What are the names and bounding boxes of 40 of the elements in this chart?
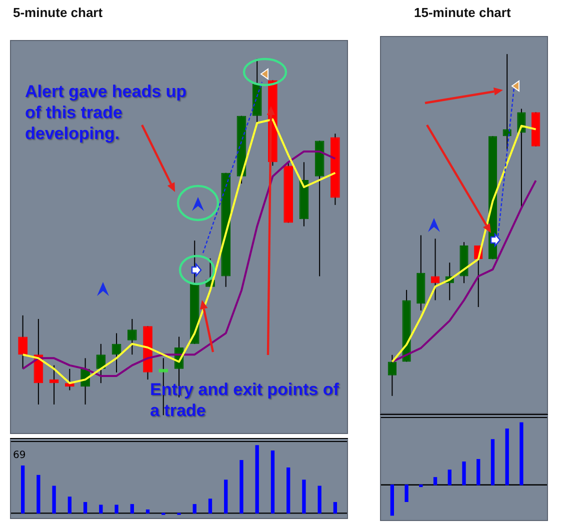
bar <box>476 459 480 486</box>
bar <box>333 502 338 514</box>
bar <box>20 465 25 514</box>
bar <box>240 460 244 514</box>
bar <box>83 502 88 514</box>
bar <box>36 474 40 514</box>
bar <box>302 480 306 514</box>
bar <box>146 509 150 514</box>
annotation: 69 <box>13 450 27 461</box>
bar <box>462 462 466 486</box>
bar <box>68 496 72 514</box>
candlestick <box>112 332 122 373</box>
chart-title: 15-minute chart <box>414 5 511 20</box>
bar <box>390 484 394 516</box>
bar <box>505 428 509 486</box>
bar <box>286 467 290 514</box>
chart-title: 5-minute chart <box>13 5 103 20</box>
bar <box>255 445 259 514</box>
bar <box>224 480 228 514</box>
bar <box>404 484 408 502</box>
bar <box>318 486 322 514</box>
annotation: Alert gave heads up of this trade developing. <box>25 81 188 144</box>
bar <box>99 504 103 514</box>
candlestick <box>64 368 74 391</box>
bar <box>114 504 118 514</box>
bar <box>419 484 423 488</box>
bar <box>520 422 524 486</box>
bar <box>448 470 452 486</box>
candlestick <box>430 238 440 301</box>
bar <box>208 498 212 514</box>
bar <box>490 439 495 486</box>
bar <box>130 504 134 514</box>
candlestick <box>49 364 59 405</box>
candlestick <box>388 354 396 396</box>
candlestick <box>18 314 28 370</box>
candlestick <box>127 318 137 356</box>
bar <box>433 477 438 486</box>
bar <box>52 486 56 514</box>
bar <box>192 504 196 514</box>
bar <box>270 450 275 514</box>
